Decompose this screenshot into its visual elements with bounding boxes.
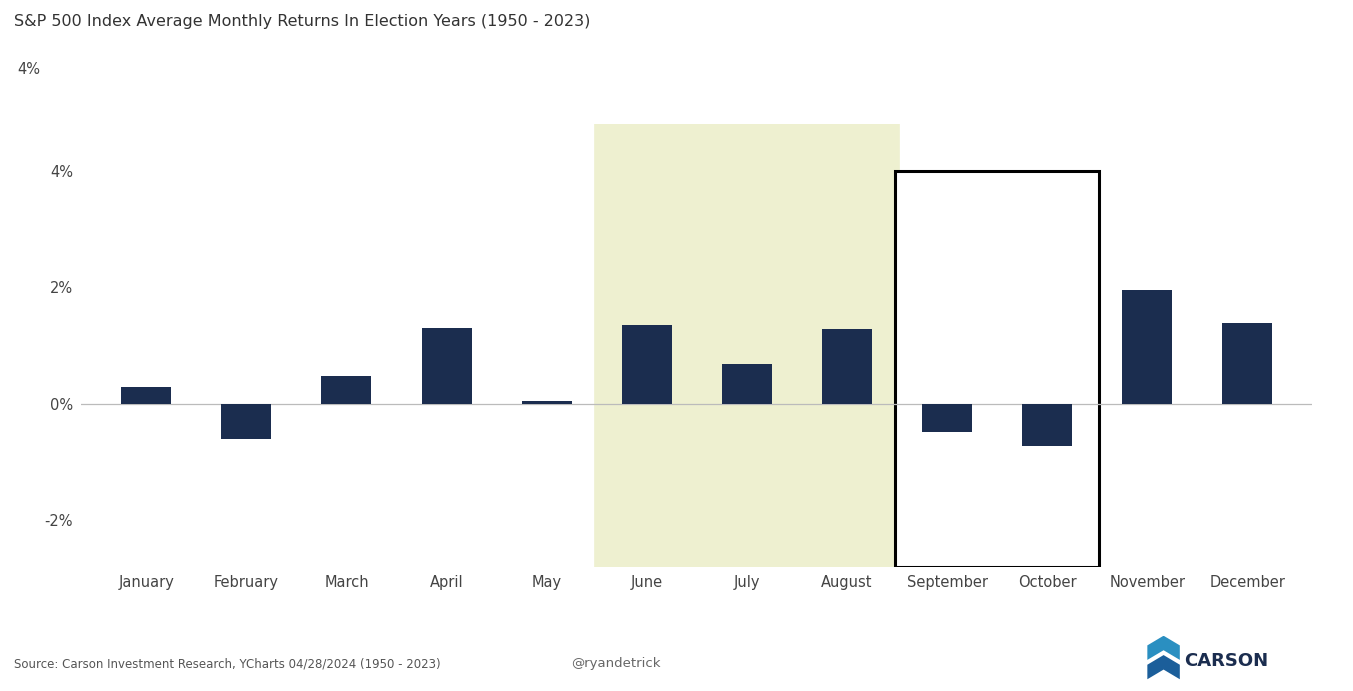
Bar [622,325,672,404]
Polygon shape [1147,655,1180,679]
Bar [322,376,372,404]
Bar [721,364,771,404]
Text: CARSON: CARSON [1184,652,1268,670]
Text: @ryandetrick: @ryandetrick [571,657,660,670]
Text: Source: Carson Investment Research, YCharts 04/28/2024 (1950 - 2023): Source: Carson Investment Research, YCha… [14,657,440,670]
Bar [921,404,971,432]
Bar [522,401,572,404]
Polygon shape [1147,636,1180,660]
Bar [894,171,1099,567]
Bar [422,328,472,404]
Bar [1222,323,1272,404]
Text: S&P 500 Index Average Monthly Returns In Election Years (1950 - 2023): S&P 500 Index Average Monthly Returns In… [14,14,590,29]
Bar [595,124,898,567]
Bar [122,388,172,404]
Bar [1122,290,1172,404]
Text: 4%: 4% [18,62,41,77]
Bar [222,404,272,439]
Bar [821,329,871,404]
Bar [1022,404,1072,446]
